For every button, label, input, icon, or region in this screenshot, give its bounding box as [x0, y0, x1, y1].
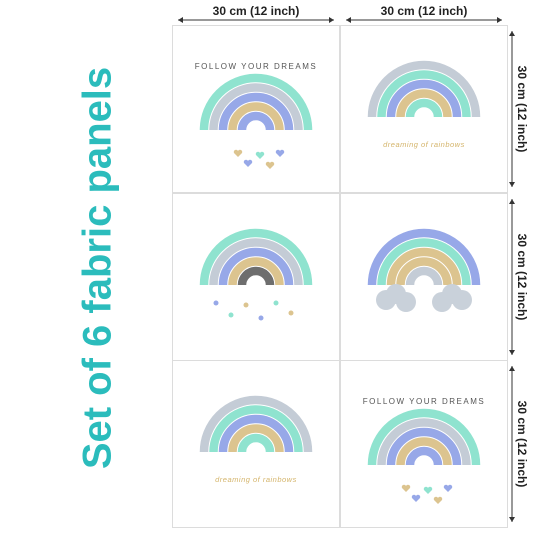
star	[288, 310, 294, 316]
panels: FOLLOW YOUR DREAMS dreaming of rainbows dr…	[172, 25, 508, 528]
star	[258, 315, 264, 321]
rainbow-band	[237, 433, 275, 453]
star	[228, 312, 234, 318]
rainbow-band	[218, 414, 294, 453]
rainbow-band	[228, 257, 284, 286]
rainbow-band	[367, 60, 481, 118]
rainbow-band	[405, 446, 443, 466]
rainbow-band	[367, 228, 481, 286]
rainbow-band	[228, 424, 284, 453]
caption-arched: FOLLOW YOUR DREAMS	[195, 62, 317, 71]
heart	[255, 151, 265, 159]
rainbow-band	[209, 83, 303, 131]
rainbow-band	[228, 102, 284, 131]
rainbow-band	[377, 70, 471, 118]
heart	[401, 484, 411, 492]
rainbow-band	[199, 395, 313, 453]
fabric-panel: dreaming of rainbows	[172, 360, 340, 528]
heart	[275, 149, 285, 157]
width-label: 30 cm (12 inch)	[381, 4, 468, 18]
rainbow-band	[237, 111, 275, 131]
rainbow-band	[386, 247, 462, 286]
fabric-panel	[172, 193, 340, 361]
dimensions: 30 cm (12 inch) 30 cm (12 inch) 30 cm (12 …	[178, 4, 529, 522]
caption: dreaming of rainbows	[215, 475, 297, 484]
rainbow-band	[396, 89, 452, 118]
rainbow-band	[405, 98, 443, 118]
heart	[423, 486, 433, 494]
rainbow-band	[377, 418, 471, 466]
star	[213, 300, 219, 306]
caption: dreaming of rainbows	[383, 140, 465, 149]
fabric-panel: dreaming of rainbows	[340, 25, 508, 193]
rainbow-band	[209, 238, 303, 286]
rainbow-band	[209, 405, 303, 453]
star	[273, 300, 279, 306]
heart	[443, 484, 453, 492]
panel-border	[340, 25, 508, 193]
rainbow-band	[199, 73, 313, 131]
fabric-panel: FOLLOW YOUR DREAMS	[340, 360, 508, 528]
heart	[243, 159, 253, 167]
cloud	[452, 290, 472, 310]
panel-border	[340, 193, 508, 361]
heart	[265, 161, 275, 169]
rainbow-band	[386, 427, 462, 466]
heart	[433, 496, 443, 504]
fabric-panel: FOLLOW YOUR DREAMS	[172, 25, 340, 193]
caption-arched: FOLLOW YOUR DREAMS	[363, 397, 485, 406]
panel-border	[172, 360, 340, 528]
rainbow-band	[386, 79, 462, 118]
rainbow-band	[396, 437, 452, 466]
rainbow-band	[218, 92, 294, 131]
rainbow-band	[199, 228, 313, 286]
height-label: 30 cm (12 inch)	[515, 234, 529, 321]
rainbow-band	[237, 266, 275, 286]
heart	[233, 149, 243, 157]
star	[243, 302, 249, 308]
rainbow-band	[405, 266, 443, 286]
panel-border	[172, 193, 340, 361]
title: Set of 6 fabric panels	[76, 67, 120, 469]
fabric-panel	[340, 193, 508, 361]
heart	[411, 494, 421, 502]
rainbow-band	[367, 408, 481, 466]
height-label: 30 cm (12 inch)	[515, 401, 529, 488]
width-label: 30 cm (12 inch)	[213, 4, 300, 18]
height-label: 30 cm (12 inch)	[515, 66, 529, 153]
rainbow-band	[396, 257, 452, 286]
cloud	[396, 292, 416, 312]
rainbow-band	[218, 247, 294, 286]
rainbow-band	[377, 238, 471, 286]
